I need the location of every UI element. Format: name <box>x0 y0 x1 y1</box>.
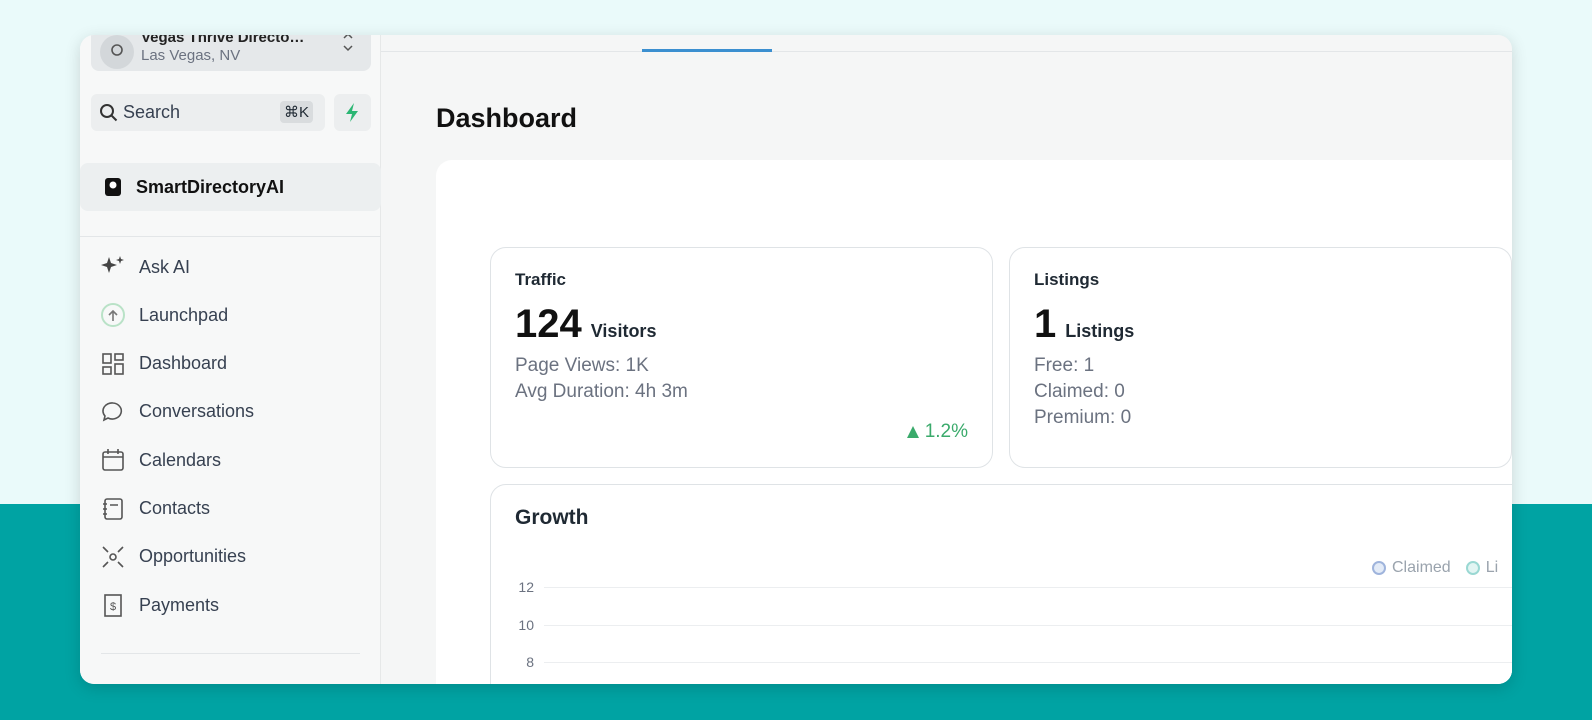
search-placeholder: Search <box>123 102 181 122</box>
y-tick-label: 10 <box>518 617 534 633</box>
page-title: Dashboard <box>436 103 578 133</box>
card-title: Traffic <box>515 270 567 289</box>
detail: Claimed: 0 <box>1034 381 1125 402</box>
tab-bar <box>381 35 1512 52</box>
detail: Premium: 0 <box>1034 407 1132 428</box>
detail: Free: 1 <box>1034 355 1095 376</box>
y-tick-label: 8 <box>526 654 534 670</box>
workspace[interactable]: SmartDirectoryAI <box>80 163 381 211</box>
nav-item[interactable]: $ Payments <box>100 585 360 625</box>
change-value: 1.2% <box>924 421 968 442</box>
location-icon <box>100 35 134 69</box>
search-box[interactable]: Search ⌘K <box>91 94 325 131</box>
card-title: Growth <box>515 506 589 529</box>
y-tick-label: 12 <box>518 579 534 595</box>
legend: Claimed Li <box>1372 559 1498 577</box>
nav-icon <box>102 352 124 375</box>
detail: Avg Duration: 4h 3m <box>515 381 688 402</box>
metric-unit: Visitors <box>590 321 657 341</box>
divider <box>101 653 360 654</box>
legend-swatch <box>1465 561 1480 575</box>
nav-icon <box>102 546 124 568</box>
nav-label: Conversations <box>139 401 255 422</box>
shortcut: ⌘K <box>280 101 314 123</box>
legend-swatch <box>1372 561 1386 575</box>
traffic-card: Traffic 124 Visitors Page Views: 1K Avg … <box>490 247 993 468</box>
nav-label: Opportunities <box>139 546 247 567</box>
growth-card: Growth Claimed Li 12 10 8 <box>490 484 1512 684</box>
search-icon <box>100 104 118 122</box>
workspace-icon <box>105 178 121 196</box>
nav-item[interactable]: Launchpad <box>100 295 360 335</box>
metric: 124 Visitors <box>515 302 656 347</box>
metric-value: 1 <box>1034 302 1057 346</box>
nav-icon <box>102 449 124 471</box>
active-tab-indicator <box>642 49 772 52</box>
quick-action[interactable] <box>334 94 371 131</box>
nav-icon <box>103 497 123 520</box>
nav-label: Ask AI <box>139 256 191 277</box>
nav-label: Contacts <box>139 498 211 518</box>
change: 1.2% <box>906 421 968 443</box>
grid-line <box>544 587 1512 588</box>
legend-label: Li <box>1485 559 1499 576</box>
nav-item[interactable]: Dashboard <box>100 344 360 384</box>
up-arrow <box>906 426 919 438</box>
nav-icon: $ <box>104 594 122 617</box>
nav-item[interactable]: Ask AI <box>100 247 360 287</box>
chevrons <box>343 35 353 52</box>
card-title: Listings <box>1034 270 1100 289</box>
detail: Page Views: 1K <box>515 355 649 376</box>
location-name: Vegas Thrive Directo… <box>141 35 305 46</box>
metric-value: 124 <box>515 302 582 346</box>
nav-label: Launchpad <box>139 304 229 325</box>
nav-icon <box>101 303 125 328</box>
metric-unit: Listings <box>1065 321 1135 341</box>
sidebar: Vegas Thrive Directo… Las Vegas, NV Sear… <box>80 35 381 684</box>
location-city: Las Vegas, NV <box>141 47 241 64</box>
app-window: Vegas Thrive Directo… Las Vegas, NV Sear… <box>80 35 1512 684</box>
grid-line <box>544 662 1512 663</box>
nav-item[interactable]: Opportunities <box>100 537 360 577</box>
nav-label: Calendars <box>139 449 222 470</box>
nav-item[interactable]: Conversations <box>100 392 360 432</box>
legend-label: Claimed <box>1392 559 1451 576</box>
listings-card: Listings 1 Listings Free: 1 Claimed: 0 P… <box>1009 247 1512 468</box>
divider <box>80 236 381 237</box>
svg-text:$: $ <box>110 601 116 613</box>
nav-icon <box>101 256 124 273</box>
metric: 1 Listings <box>1034 302 1134 347</box>
nav-item[interactable]: Contacts <box>100 489 360 529</box>
nav-label: Payments <box>139 594 220 615</box>
nav-item[interactable]: Calendars <box>100 440 360 480</box>
location-switcher[interactable]: Vegas Thrive Directo… Las Vegas, NV <box>91 35 371 71</box>
nav-icon <box>102 402 123 422</box>
workspace-name: SmartDirectoryAI <box>136 176 285 197</box>
bolt-icon <box>346 103 358 122</box>
nav-label: Dashboard <box>139 353 228 374</box>
grid-line <box>544 625 1512 626</box>
